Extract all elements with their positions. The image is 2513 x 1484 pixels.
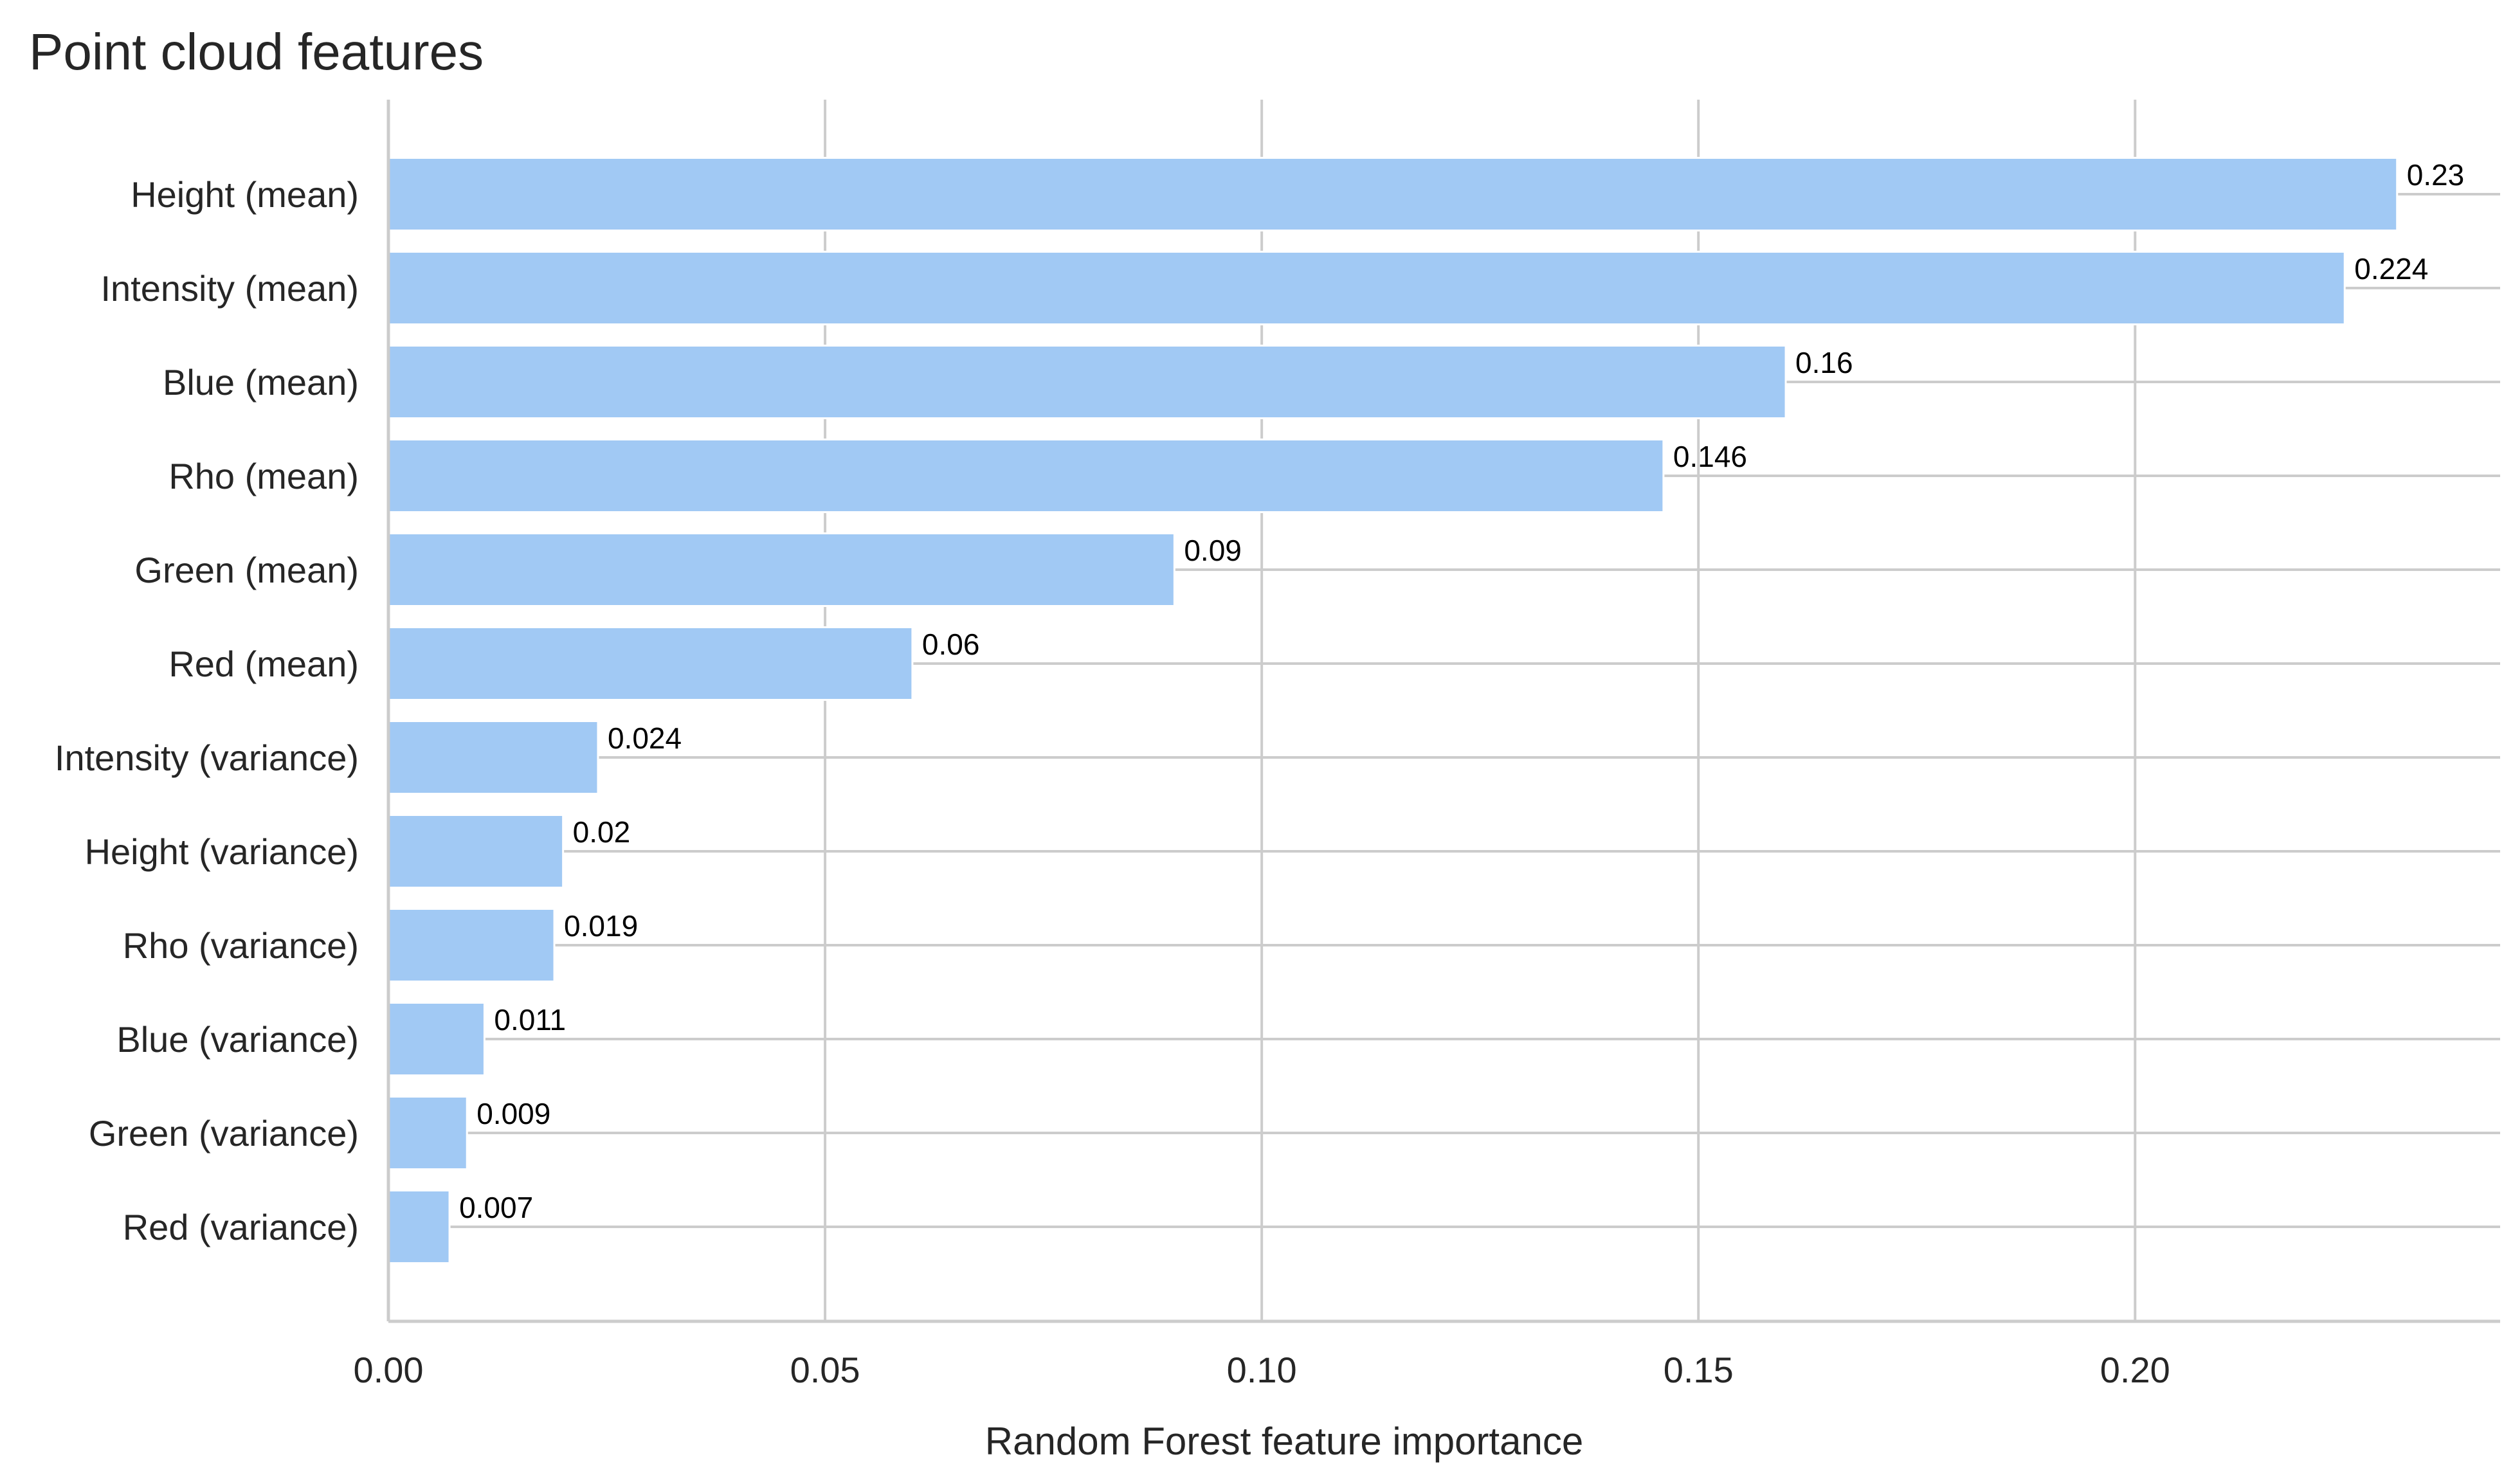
y-tick-label: Green (variance)	[89, 1113, 359, 1154]
bar	[387, 908, 556, 982]
bar	[387, 157, 2399, 231]
y-tick-label: Intensity (variance)	[55, 737, 359, 778]
data-label: 0.019	[564, 909, 638, 943]
bar	[387, 814, 565, 889]
data-label: 0.011	[494, 1003, 566, 1036]
data-label: 0.23	[2407, 158, 2465, 192]
y-tick-label: Intensity (mean)	[101, 268, 359, 309]
data-label: 0.09	[1184, 534, 1242, 567]
bar	[387, 626, 914, 701]
y-tick-label: Blue (variance)	[116, 1019, 359, 1060]
data-label: 0.16	[1795, 346, 1853, 379]
x-tick-labels: 0.00 0.05 0.10 0.15 0.20	[354, 1350, 2170, 1390]
bar	[387, 1002, 485, 1076]
bar	[387, 345, 1787, 419]
bar	[387, 439, 1665, 513]
y-tick-label: Height (mean)	[131, 174, 359, 215]
data-label: 0.06	[922, 628, 980, 661]
bars	[387, 157, 2399, 1264]
data-label: 0.024	[608, 721, 682, 755]
data-label: 0.146	[1673, 440, 1747, 473]
data-label: 0.007	[459, 1191, 533, 1224]
y-tick-label: Blue (mean)	[163, 362, 359, 403]
bar	[387, 251, 2346, 325]
x-tick-label: 0.05	[790, 1350, 860, 1390]
y-tick-label: Red (mean)	[168, 644, 359, 684]
data-label: 0.009	[476, 1097, 550, 1130]
x-tick-label: 0.10	[1227, 1350, 1297, 1390]
bar	[387, 1096, 468, 1170]
bar	[387, 532, 1175, 607]
data-label: 0.224	[2354, 252, 2428, 285]
x-tick-label: 0.15	[1664, 1350, 1734, 1390]
y-tick-label: Rho (mean)	[168, 456, 359, 496]
y-tick-label: Red (variance)	[123, 1207, 359, 1247]
axes	[386, 100, 2500, 1323]
data-label: 0.02	[573, 815, 631, 849]
y-tick-label: Height (variance)	[85, 831, 359, 872]
y-tick-labels: Height (mean) Intensity (mean) Blue (mean)…	[55, 174, 359, 1247]
y-tick-label: Rho (variance)	[123, 925, 359, 966]
x-tick-label: 0.20	[2100, 1350, 2170, 1390]
bar	[387, 1190, 451, 1264]
x-tick-label: 0.00	[354, 1350, 424, 1390]
data-labels: 0.23 0.224 0.16 0.146 0.09 0.06 0.024 0.02 0.019…	[459, 158, 2464, 1224]
y-tick-label: Green (mean)	[134, 550, 359, 590]
x-axis-label: Random Forest feature importance	[985, 1420, 1583, 1463]
chart-title: Point cloud features	[29, 23, 484, 80]
bar	[387, 720, 599, 795]
